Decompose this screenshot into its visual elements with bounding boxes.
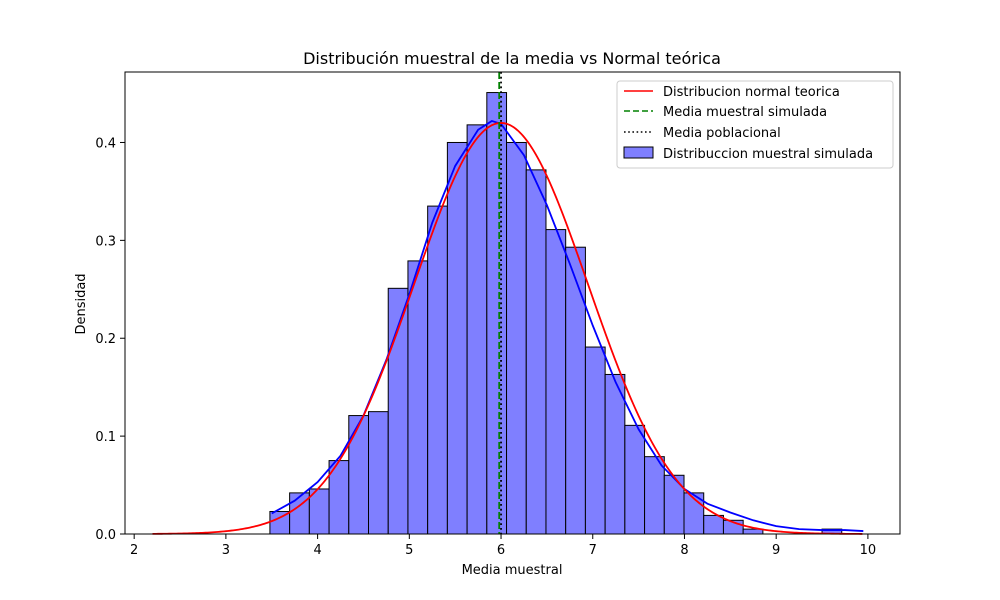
plot-frame [124,71,901,535]
histogram-bar [446,141,468,535]
x-tick-label: 2 [130,543,138,558]
y-axis: 0.0 0.1 0.2 0.3 0.4 [95,136,125,543]
x-tick-label: 6 [497,543,505,558]
legend-label-histogram: Distribuccion muestral simulada [663,147,873,162]
x-tick-label: 9 [772,543,780,558]
histogram-bar [427,205,448,535]
histogram-bar [545,229,567,535]
x-axis: 2 3 4 5 6 7 8 9 10 [130,534,876,558]
histogram-bar [368,411,389,535]
histogram-bar [506,141,527,535]
x-tick-label: 7 [589,543,597,558]
histogram-bar [703,514,724,535]
histogram-bar [584,346,606,535]
legend-label-normal: Distribucion normal teorica [663,85,840,100]
histogram-bar [644,456,665,535]
histogram-bar [348,415,370,535]
y-axis-label: Densidad [74,273,89,334]
legend-swatch-histogram [623,146,654,159]
normal-curve [152,122,863,535]
x-tick-label: 4 [313,543,321,558]
histogram-bar [565,246,586,535]
histogram-bar [466,124,488,535]
histogram-bar [525,169,547,535]
histogram-bar [624,424,646,535]
y-tick-label: 0.2 [95,332,116,347]
x-tick-label: 10 [860,543,877,558]
chart-title: Distribución muestral de la media vs Nor… [303,49,721,68]
histogram-bar [486,92,508,535]
y-tick-label: 0.0 [95,528,116,543]
histogram-bar [407,260,429,535]
y-tick-label: 0.3 [95,234,116,249]
legend-label-population-mean: Media poblacional [663,126,781,141]
y-tick-label: 0.1 [95,430,116,445]
legend: Distribucion normal teorica Media muestr… [616,80,894,169]
x-tick-label: 3 [222,543,230,558]
x-axis-label: Media muestral [462,563,563,578]
y-tick-label: 0.4 [95,136,116,151]
legend-frame [616,80,894,169]
x-tick-label: 8 [680,543,688,558]
x-tick-label: 5 [405,543,413,558]
legend-label-sample-mean: Media muestral simulada [663,105,827,120]
histogram-bar [604,373,626,535]
